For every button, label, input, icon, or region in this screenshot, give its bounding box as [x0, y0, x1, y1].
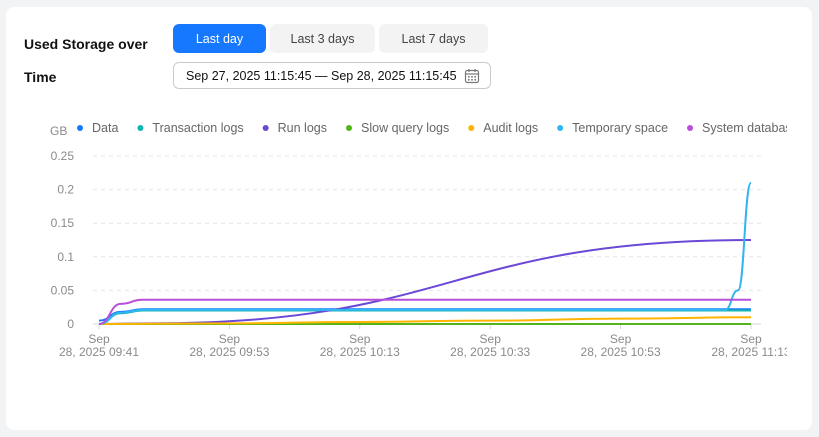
- calendar-icon[interactable]: [464, 68, 480, 87]
- y-tick-label: 0.15: [51, 216, 75, 230]
- y-tick-label: 0.1: [57, 250, 74, 264]
- x-tick-label: Sep 28, 2025 10:33: [450, 332, 530, 359]
- x-tick-label: Sep 28, 2025 11:13: [711, 332, 791, 359]
- legend-label: Data: [92, 121, 118, 135]
- date-range-picker[interactable]: Sep 27, 2025 11:15:45 — Sep 28, 2025 11:…: [173, 62, 491, 89]
- legend-label: Transaction logs: [152, 121, 243, 135]
- page-title: Used Storage over Time: [24, 36, 148, 85]
- y-tick-label: 0.2: [57, 183, 74, 197]
- y-tick-label: 0: [67, 317, 74, 331]
- y-axis-unit: GB: [50, 124, 67, 138]
- x-tick-label: Sep 28, 2025 09:41: [59, 332, 139, 359]
- y-tick-label: 0.05: [51, 283, 75, 297]
- legend-dot: [137, 125, 144, 131]
- legend-dot: [557, 125, 564, 131]
- legend-item-system-database[interactable]: System database: [687, 121, 799, 135]
- legend-dot: [346, 125, 352, 131]
- legend-item-data[interactable]: Data: [77, 121, 118, 135]
- legend-label: Run logs: [278, 121, 327, 135]
- legend-label: Slow query logs: [361, 121, 449, 135]
- series-line-audit-logs: [98, 316, 752, 325]
- storage-card: [6, 7, 812, 430]
- last-7-days-button[interactable]: Last 7 days: [379, 24, 488, 53]
- legend-item-temporary-space[interactable]: Temporary space: [557, 121, 668, 135]
- legend-item-slow-query-logs[interactable]: Slow query logs: [346, 121, 449, 135]
- legend-label: System database: [702, 121, 799, 135]
- last-day-button[interactable]: Last day: [173, 24, 266, 53]
- legend-item-run-logs[interactable]: Run logs: [262, 121, 327, 135]
- series-line-system-database: [98, 298, 751, 325]
- date-range-value: Sep 27, 2025 11:15:45 — Sep 28, 2025 11:…: [186, 68, 457, 83]
- series-line-temporary-space: [98, 181, 752, 325]
- range-selector: Last day Last 3 days Last 7 days: [173, 24, 488, 53]
- x-tick-label: Sep 28, 2025 10:13: [320, 332, 400, 359]
- x-tick-label: Sep 28, 2025 09:53: [189, 332, 269, 359]
- legend-item-transaction-logs[interactable]: Transaction logs: [137, 121, 244, 135]
- y-tick-label: 0.25: [51, 149, 75, 163]
- last-3-days-button[interactable]: Last 3 days: [270, 24, 375, 53]
- x-tick-label: Sep 28, 2025 10:53: [581, 332, 661, 359]
- legend-label: Audit logs: [483, 121, 538, 135]
- legend-dot: [468, 125, 475, 131]
- legend-item-audit-logs[interactable]: Audit logs: [468, 121, 538, 135]
- legend-dot: [262, 125, 269, 131]
- legend-dot: [687, 125, 694, 131]
- legend-dot: [77, 125, 83, 131]
- legend-label: Temporary space: [572, 121, 668, 135]
